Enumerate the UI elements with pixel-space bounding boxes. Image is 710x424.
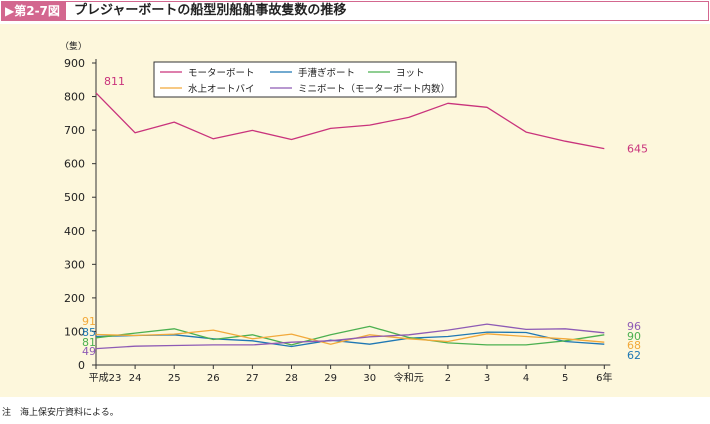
x-tick-label: 26 bbox=[207, 373, 220, 384]
legend-label-1: 手漕ぎボート bbox=[298, 67, 355, 79]
figure-title-box: プレジャーボートの船型別船舶事故隻数の推移 bbox=[65, 1, 709, 21]
x-tick-label: 4 bbox=[523, 373, 529, 384]
x-tick-label: 29 bbox=[324, 373, 337, 384]
y-axis-unit-label: （隻） bbox=[60, 40, 87, 52]
series-start-label-4: 49 bbox=[82, 345, 96, 358]
source-note: 注 海上保安庁資料による。 bbox=[2, 408, 119, 418]
x-tick-label: 6年 bbox=[596, 371, 612, 384]
x-tick-label: 5 bbox=[562, 373, 568, 384]
legend-box bbox=[153, 61, 457, 98]
legend-label-2: ヨット bbox=[396, 68, 425, 79]
x-tick-label: 25 bbox=[168, 373, 181, 384]
series-line-3 bbox=[95, 329, 605, 345]
legend-label-3: 水上オートバイ bbox=[188, 83, 255, 95]
x-tick-label: 令和元 bbox=[394, 371, 424, 384]
y-tick-label: 600 bbox=[64, 158, 85, 171]
series-line-1 bbox=[95, 331, 605, 348]
series-end-label-2: 90 bbox=[627, 330, 641, 343]
chart-panel: 0 100 200 300 400 500 600 700 800 900 （隻） 平成23 24 25 2… bbox=[0, 24, 710, 397]
series-line-0 bbox=[95, 92, 605, 150]
x-tick-label: 3 bbox=[484, 373, 490, 384]
y-tick-label: 0 bbox=[78, 359, 85, 372]
series-end-label-4: 96 bbox=[627, 320, 641, 333]
y-tick-label: 900 bbox=[64, 57, 85, 70]
figure-title: プレジャーボートの船型別船舶事故隻数の推移 bbox=[74, 3, 347, 18]
legend-label-0: モーターボート bbox=[188, 68, 255, 79]
series-start-label-1: 85 bbox=[82, 326, 96, 339]
y-tick-label: 500 bbox=[64, 191, 85, 204]
series-line-2 bbox=[95, 325, 605, 346]
x-tick-label: 27 bbox=[246, 373, 259, 384]
series-start-label-2: 81 bbox=[82, 336, 96, 349]
y-tick-label: 400 bbox=[64, 225, 85, 238]
figure-header: ▶第2-7図 プレジャーボートの船型別船舶事故隻数の推移 bbox=[0, 0, 710, 22]
legend-label-4: ミニボート（モーターボート内数） bbox=[298, 83, 450, 95]
series-start-label-3: 91 bbox=[82, 315, 96, 328]
series-end-label-3: 68 bbox=[627, 339, 641, 352]
series-line-4 bbox=[95, 323, 605, 350]
y-tick-label: 700 bbox=[64, 124, 85, 137]
x-tick-label: 28 bbox=[285, 373, 298, 384]
y-tick-label: 100 bbox=[64, 325, 85, 338]
y-tick-label: 800 bbox=[64, 91, 85, 104]
series-end-label-1: 62 bbox=[627, 349, 641, 362]
series-start-label-0: 811 bbox=[104, 75, 125, 88]
x-tick-label: 24 bbox=[129, 373, 142, 384]
x-tick-label: 平成23 bbox=[89, 372, 122, 384]
x-tick-label: 2 bbox=[445, 373, 451, 384]
y-tick-label: 200 bbox=[64, 292, 85, 305]
y-tick-label: 300 bbox=[64, 258, 85, 271]
figure-number-badge: ▶第2-7図 bbox=[1, 1, 65, 21]
x-tick-label: 30 bbox=[363, 373, 376, 384]
series-end-label-0: 645 bbox=[627, 143, 648, 156]
